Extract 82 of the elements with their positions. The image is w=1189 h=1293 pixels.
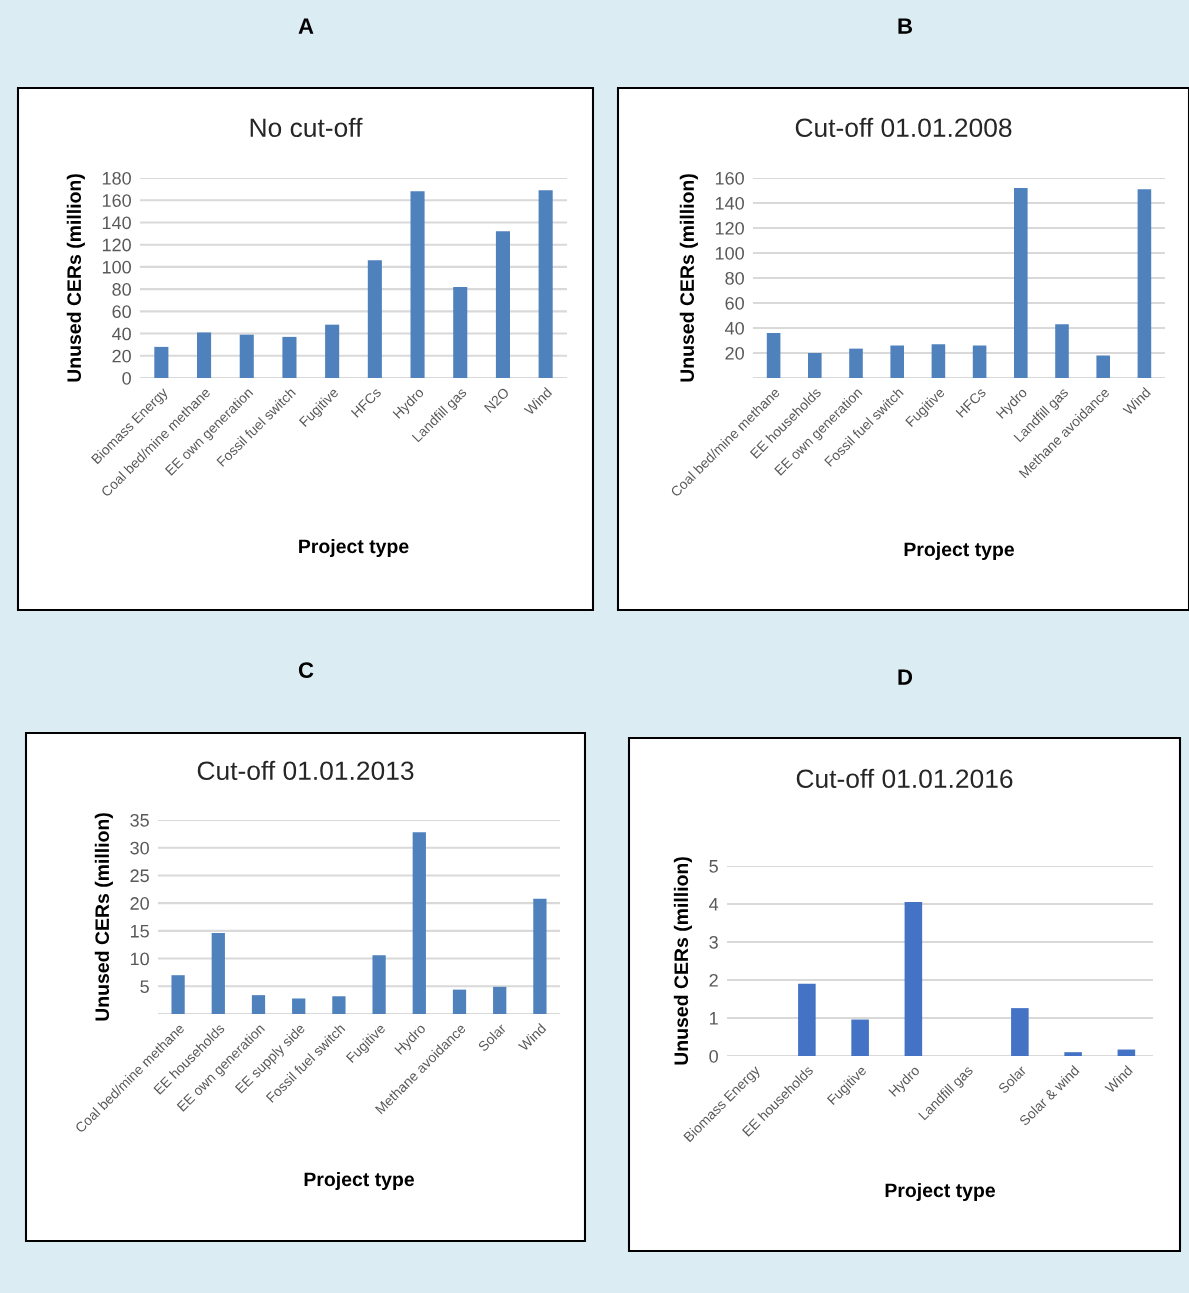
y-tick-label: 140	[715, 196, 744, 210]
y-tick-label: 0	[709, 1049, 718, 1063]
y-tick-label: 4	[709, 898, 719, 911]
bar	[1096, 355, 1110, 378]
y-tick-label: 160	[715, 171, 744, 185]
y-tick-label: 120	[102, 238, 131, 252]
y-tick-label: 160	[102, 194, 131, 207]
y-tick-label: 20	[725, 346, 744, 360]
chart-title: Cut-off 01.01.2016	[796, 768, 1013, 789]
bar	[211, 933, 225, 1014]
text: A	[298, 18, 314, 34]
bar	[1064, 1052, 1082, 1056]
bar	[292, 998, 306, 1014]
bar	[1014, 188, 1028, 378]
y-axis-title: Unused CERs (million)	[673, 857, 692, 1065]
bar	[493, 986, 507, 1014]
y-tick-label: 20	[130, 897, 149, 910]
text: C	[298, 662, 314, 678]
bar	[798, 983, 816, 1056]
bar	[410, 191, 425, 378]
y-tick-label: 40	[725, 321, 744, 335]
y-tick-label: 100	[102, 260, 131, 274]
bar	[197, 332, 212, 378]
y-tick-label: 2	[709, 973, 718, 987]
y-tick-label: 120	[715, 221, 744, 235]
y-axis-title: Unused CERs (million)	[66, 174, 85, 382]
text: D	[898, 669, 913, 685]
bar	[239, 334, 254, 378]
bar	[890, 345, 904, 378]
chart-title: Cut-off 01.01.2008	[795, 117, 1012, 138]
y-tick-label: 100	[715, 246, 744, 260]
bar	[851, 1019, 869, 1056]
bar	[367, 260, 382, 378]
y-tick-label: 15	[130, 924, 149, 938]
x-axis-title: Project type	[885, 1182, 995, 1202]
chart-title: No cut-off	[250, 117, 363, 138]
bar	[808, 353, 822, 378]
y-tick-label: 40	[112, 327, 131, 341]
bar	[452, 989, 467, 1014]
bar	[251, 995, 266, 1014]
chart-title: Cut-off 01.01.2013	[197, 760, 414, 781]
y-axis-title: Unused CERs (million)	[94, 813, 113, 1021]
y-tick-label: 60	[112, 305, 131, 319]
bar	[766, 333, 781, 378]
bar	[931, 344, 946, 378]
y-tick-label: 180	[102, 171, 131, 185]
y-tick-label: 35	[130, 813, 149, 827]
y-tick-label: 3	[709, 935, 718, 949]
bar	[332, 996, 346, 1014]
y-tick-label: 5	[140, 980, 149, 994]
y-tick-label: 10	[130, 952, 149, 966]
y-tick-label: 60	[725, 296, 744, 310]
bar	[495, 231, 510, 378]
y-tick-label: 140	[102, 216, 131, 230]
y-tick-label: 20	[112, 349, 131, 363]
bar	[849, 348, 863, 378]
bar	[154, 346, 169, 378]
x-axis-title: Project type	[299, 538, 409, 558]
bar	[453, 286, 468, 378]
y-tick-label: 5	[709, 860, 718, 873]
bar	[372, 955, 386, 1014]
bar	[1137, 189, 1152, 378]
bar	[1055, 324, 1069, 378]
bar	[904, 902, 923, 1056]
bar	[325, 324, 340, 378]
x-axis-title: Project type	[304, 1171, 414, 1191]
bar	[171, 975, 185, 1014]
bar	[282, 336, 297, 378]
y-tick-label: 1	[710, 1012, 718, 1025]
y-tick-label: 80	[112, 283, 131, 296]
bar	[412, 832, 426, 1014]
text: B	[898, 18, 913, 34]
y-tick-label: 80	[725, 271, 744, 285]
bar	[972, 345, 987, 378]
y-tick-label: 30	[130, 841, 149, 855]
bar	[1011, 1008, 1029, 1056]
x-axis-title: Project type	[904, 541, 1014, 561]
bar	[538, 190, 553, 378]
y-axis-title: Unused CERs (million)	[679, 174, 698, 382]
y-tick-label: 0	[122, 371, 131, 385]
bar	[533, 898, 547, 1014]
y-tick-label: 25	[130, 869, 149, 883]
